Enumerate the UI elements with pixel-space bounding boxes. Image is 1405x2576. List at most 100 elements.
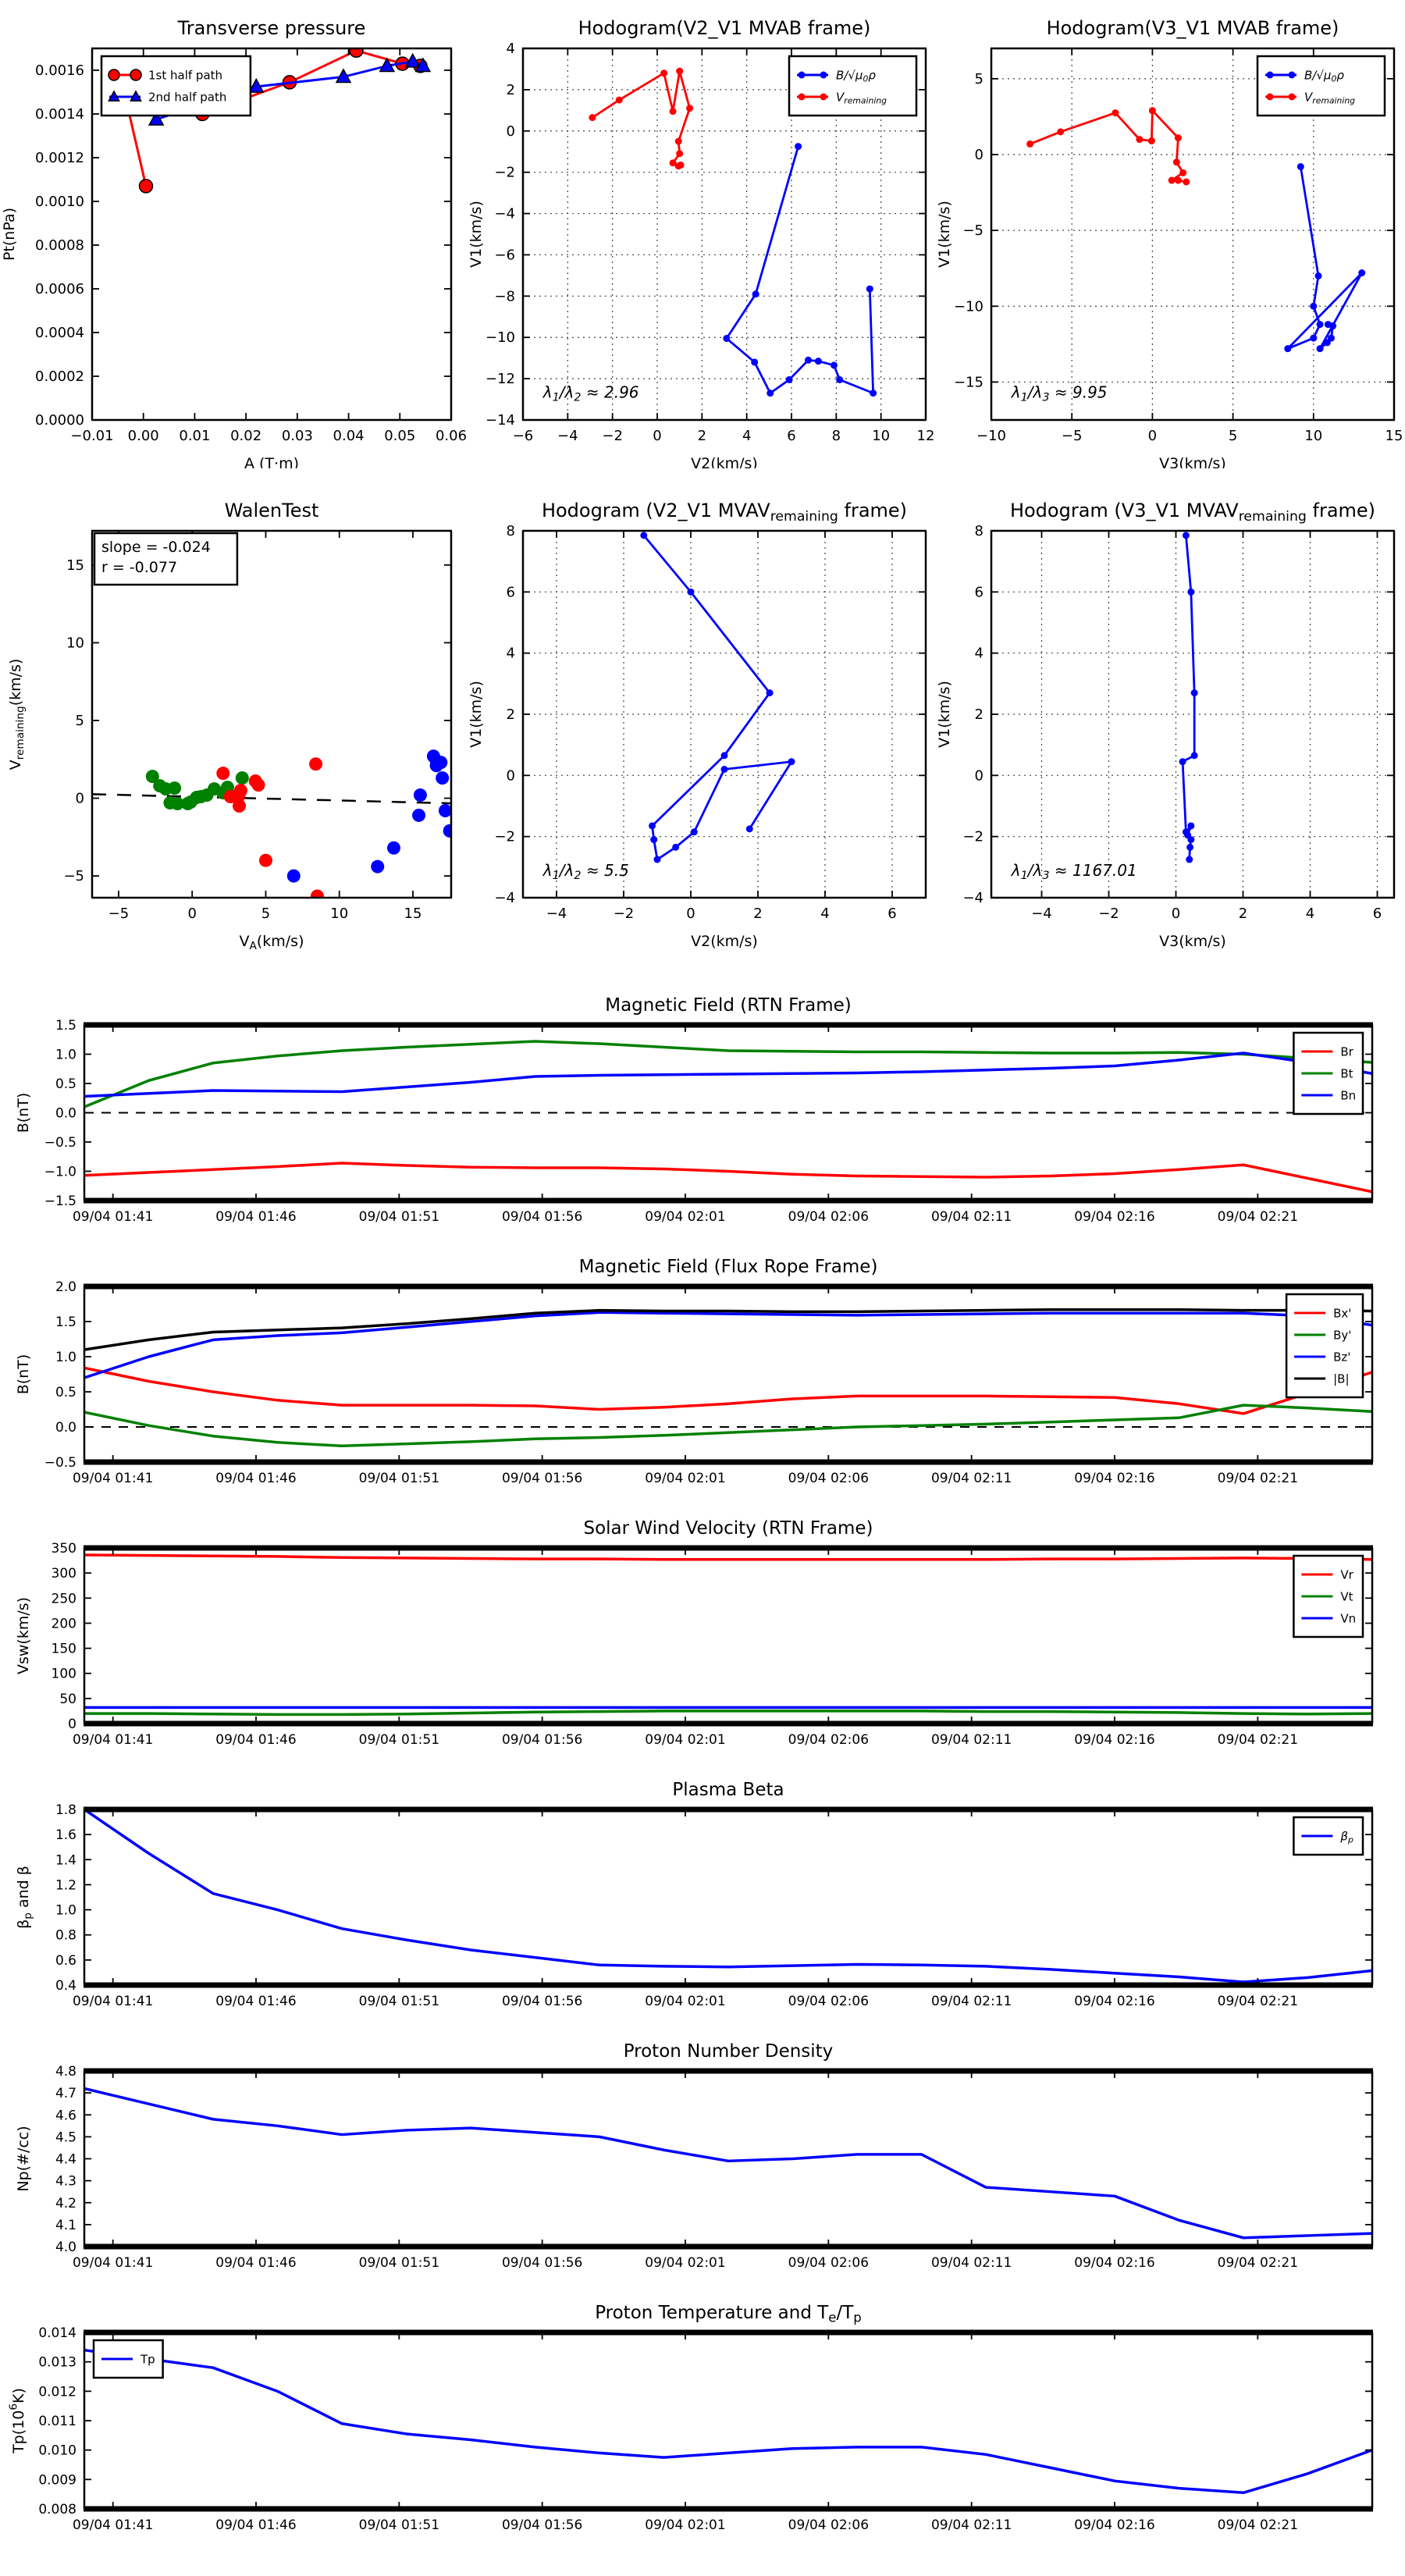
x-tick-label: 09/04 02:21 [1218,2255,1298,2271]
x-tick-label: 09/04 02:06 [788,1209,869,1225]
data-point-marker [650,836,658,844]
x-tick-label: 0.06 [436,428,467,444]
y-tick-label: 0.011 [38,2414,76,2429]
series-line [84,1710,1372,1717]
legend-label: By' [1333,1328,1351,1342]
series-line [84,1162,1372,1194]
x-tick-label: 0 [686,906,695,922]
data-point-marker [686,105,694,112]
data-point-marker [168,781,182,795]
data-point-marker [148,110,165,126]
x-tick-label: 09/04 01:46 [215,2517,296,2533]
y-tick-label: −15 [954,374,984,390]
x-tick-label: 09/04 01:51 [359,2255,439,2271]
data-point-marker [660,69,668,77]
legend-label: Bx' [1333,1306,1351,1320]
x-tick-label: −2 [602,428,623,444]
data-point-marker [785,375,793,383]
data-point-marker [414,57,432,73]
y-tick-label: −0.5 [44,1455,76,1471]
x-tick-label: 6 [1373,906,1382,922]
x-tick-label: 09/04 01:56 [502,1732,582,1748]
x-tick-label: −5 [1062,428,1083,444]
y-tick-label: −12 [486,371,515,387]
chart-svg-mf-fluxrope: 09/04 01:41 09/04 01:46 09/04 01:51 09/04 0… [15,1257,1374,1486]
chart-svg-hodogram-v2v1-mvab: −6 −4 −2 0 2 4 6 8 10 12 −14 −12 −10 −8 −6 −4 −2 0 2 4 Hodog… [468,17,934,468]
data-point-marker [677,161,685,169]
x-tick-label: 09/04 02:06 [788,1471,869,1486]
x-tick-label: 09/04 02:11 [931,1471,1012,1486]
y-tick-label: 4.0 [55,2240,76,2255]
data-point-marker [434,756,448,770]
x-tick-label: 09/04 01:56 [502,1994,582,2009]
legend-label: 2nd half path [148,90,226,104]
legend-label: Br [1340,1044,1353,1059]
plot-area [84,1809,1372,1985]
legend-label: Bz' [1333,1350,1350,1364]
x-tick-label: 09/04 01:51 [359,1471,439,1486]
x-tick-label: 0 [1172,906,1180,922]
data-point-marker [767,390,774,397]
x-tick-label: 09/04 02:01 [645,1471,725,1486]
x-tick-label: 09/04 02:01 [645,2255,725,2271]
x-tick-label: 09/04 01:41 [73,1732,153,1748]
x-tick-label: 0 [187,906,196,922]
y-tick-label: 10 [66,635,84,651]
chart-title: Hodogram (V2_V1 MVAVremaining frame) [542,500,907,525]
legend-label: Vremaining [1304,90,1355,105]
x-tick-label: 09/04 01:41 [73,1471,153,1486]
data-point-marker [798,93,806,101]
y-tick-label: 0 [507,123,515,140]
x-tick-label: 09/04 01:56 [502,2517,582,2533]
x-tick-label: 09/04 02:16 [1074,2255,1154,2271]
y-tick-label: 0.0002 [35,368,84,385]
legend-label: 1st half path [148,68,222,82]
data-point-marker [720,766,728,773]
y-tick-label: 4.8 [55,2064,76,2080]
data-point-marker [1057,128,1065,136]
y-tick-label: 2 [507,706,515,723]
data-point-marker [386,841,400,855]
data-point-marker [615,96,623,104]
x-tick-label: −4 [1031,906,1052,922]
y-tick-label: 0.0012 [35,150,84,166]
x-tick-label: 09/04 02:16 [1074,1732,1154,1748]
data-point-marker [1297,163,1304,171]
data-point-marker [235,771,249,785]
x-tick-label: −2 [614,906,635,922]
x-tick-label: 09/04 02:06 [788,2255,869,2271]
y-tick-label: 0.0016 [35,62,84,79]
data-point-marker [309,757,323,771]
data-point-marker [371,859,385,873]
x-tick-label: 09/04 02:01 [645,2517,725,2533]
y-axis-label: V1(km/s) [937,201,953,268]
data-point-marker [130,90,142,101]
data-point-marker [1168,176,1176,184]
y-tick-label: 0.0000 [35,412,84,429]
data-point-marker [1190,689,1198,697]
data-point-marker [870,390,877,397]
chart-hodogram-v3v1-mvab: −10 −5 0 5 10 15 −15 −10 −5 0 5 Hodogram(V3_V1 MVAB… [937,0,1405,468]
x-tick-label: 15 [404,906,422,922]
chart-hodogram-v3v1-mvav: −4 −2 0 2 4 6 −4 −2 0 2 4 6 8 Hodogram (V3_V1 MVAVrem… [937,468,1405,959]
x-tick-label: −4 [557,428,578,444]
x-tick-label: 09/04 01:51 [359,2517,439,2533]
y-tick-label: 6 [507,584,515,600]
annotation-line: slope = -0.024 [101,539,211,556]
series-line [84,1051,1372,1098]
legend-box [1285,1293,1364,1399]
data-point-marker [690,828,698,836]
x-tick-label: 09/04 01:51 [359,1732,439,1748]
chart-title: Solar Wind Velocity (RTN Frame) [583,1518,873,1539]
series-line [84,1040,1372,1108]
x-tick-label: 0.02 [230,428,261,444]
chart-solar-wind-velocity: 09/04 01:41 09/04 01:46 09/04 01:51 09/04 0… [0,1503,1405,1764]
y-tick-label: −2 [494,165,515,181]
data-point-marker [1112,109,1119,117]
data-point-marker [745,825,753,833]
series-line [725,146,875,395]
y-tick-label: −4 [494,890,515,906]
chart-title: WalenTest [225,500,319,521]
y-tick-label: −5 [63,868,84,884]
x-tick-label: 09/04 02:01 [645,1994,725,2009]
